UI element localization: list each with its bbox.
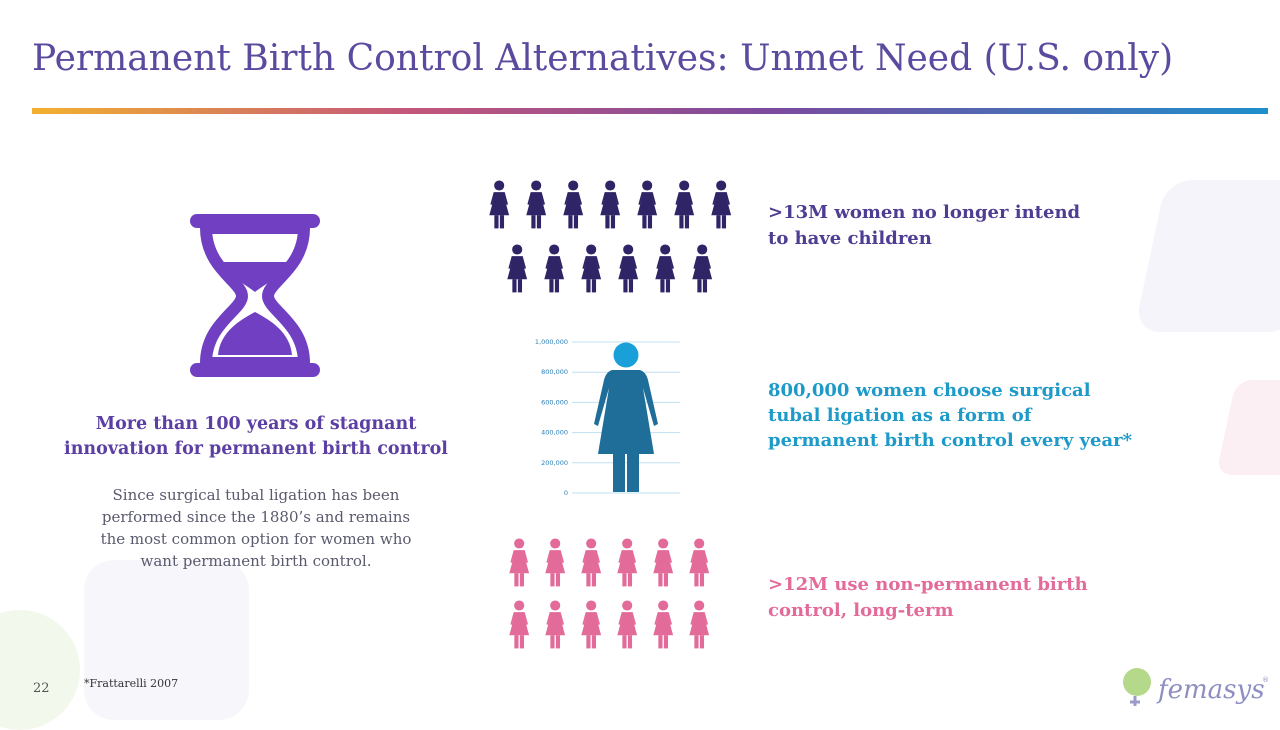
slide-title: Permanent Birth Control Alternatives: Un… bbox=[32, 38, 1174, 79]
scale-chart: 1,000,000 800,000 600,000 400,000 200,000 0 bbox=[535, 338, 680, 497]
stat-line: >13M women no longer intend bbox=[768, 202, 1081, 223]
left-body-line: performed since the 1880’s and remains bbox=[101, 508, 411, 526]
left-body-line: want permanent birth control. bbox=[140, 552, 372, 570]
left-headline: More than 100 years of stagnant innovati… bbox=[50, 412, 462, 462]
woman-figure-icon bbox=[674, 180, 695, 229]
logo-mark-icon bbox=[1123, 668, 1151, 706]
woman-figure-icon bbox=[692, 244, 713, 293]
stat-line: to have children bbox=[768, 228, 932, 249]
woman-figure-icon bbox=[581, 538, 602, 587]
navy-women-group bbox=[489, 180, 732, 293]
woman-figure-icon bbox=[544, 244, 565, 293]
woman-figure-icon bbox=[711, 180, 732, 229]
stat-line: 800,000 women choose surgical bbox=[768, 380, 1091, 401]
woman-figure-icon bbox=[563, 180, 584, 229]
page-number: 22 bbox=[33, 681, 50, 696]
woman-figure-icon bbox=[653, 538, 674, 587]
scale-tick-label: 400,000 bbox=[541, 429, 568, 437]
woman-figure-icon bbox=[618, 244, 639, 293]
svg-text:®: ® bbox=[1262, 676, 1269, 684]
footnote: *Frattarelli 2007 bbox=[84, 677, 179, 690]
stat-line: control, long-term bbox=[768, 600, 954, 621]
woman-figure-icon bbox=[489, 180, 510, 229]
left-headline-line: More than 100 years of stagnant bbox=[95, 414, 417, 434]
left-body-line: the most common option for women who bbox=[100, 530, 412, 548]
title-gradient-rule bbox=[32, 108, 1268, 114]
scale-tick-label: 800,000 bbox=[541, 368, 568, 376]
woman-figure-icon bbox=[655, 244, 676, 293]
woman-figure-icon bbox=[581, 600, 602, 649]
scale-tick-label: 600,000 bbox=[541, 398, 568, 406]
left-body-text: Since surgical tubal ligation has been p… bbox=[70, 484, 442, 572]
woman-figure-icon bbox=[653, 600, 674, 649]
stat-line: tubal ligation as a form of bbox=[768, 405, 1032, 426]
scale-tick-label: 0 bbox=[564, 489, 568, 497]
woman-figure-icon bbox=[509, 538, 530, 587]
background-shape bbox=[84, 560, 249, 720]
stat-line: permanent birth control every year* bbox=[768, 430, 1133, 451]
woman-figure-icon bbox=[637, 180, 658, 229]
left-headline-line: innovation for permanent birth control bbox=[64, 439, 448, 459]
stat-line: >12M use non-permanent birth bbox=[768, 574, 1088, 595]
woman-figure-icon bbox=[526, 180, 547, 229]
woman-figure-icon bbox=[509, 600, 530, 649]
woman-figure-icon bbox=[600, 180, 621, 229]
scale-tick-label: 200,000 bbox=[541, 459, 568, 467]
pink-women-group bbox=[509, 538, 710, 649]
logo-text: femasys bbox=[1156, 675, 1265, 705]
stat-tubal-ligation: 800,000 women choose surgical tubal liga… bbox=[768, 378, 1188, 453]
company-logo: femasys ® bbox=[1123, 668, 1269, 706]
hourglass-icon bbox=[190, 214, 320, 377]
woman-figure-icon bbox=[617, 600, 638, 649]
stat-non-permanent: >12M use non-permanent birth control, lo… bbox=[768, 572, 1128, 624]
woman-figure-icon bbox=[507, 244, 528, 293]
background-shape bbox=[1133, 180, 1280, 332]
woman-figure-icon bbox=[545, 538, 566, 587]
woman-figure-icon bbox=[617, 538, 638, 587]
woman-figure-icon bbox=[581, 244, 602, 293]
woman-figure-icon bbox=[594, 342, 658, 492]
left-body-line: Since surgical tubal ligation has been bbox=[112, 486, 400, 504]
woman-figure-icon bbox=[689, 538, 710, 587]
background-shape bbox=[1215, 380, 1280, 475]
stat-intend: >13M women no longer intend to have chil… bbox=[768, 200, 1128, 252]
woman-figure-icon bbox=[689, 600, 710, 649]
background-shape bbox=[0, 610, 80, 730]
woman-figure-icon bbox=[545, 600, 566, 649]
scale-tick-label: 1,000,000 bbox=[535, 338, 568, 346]
